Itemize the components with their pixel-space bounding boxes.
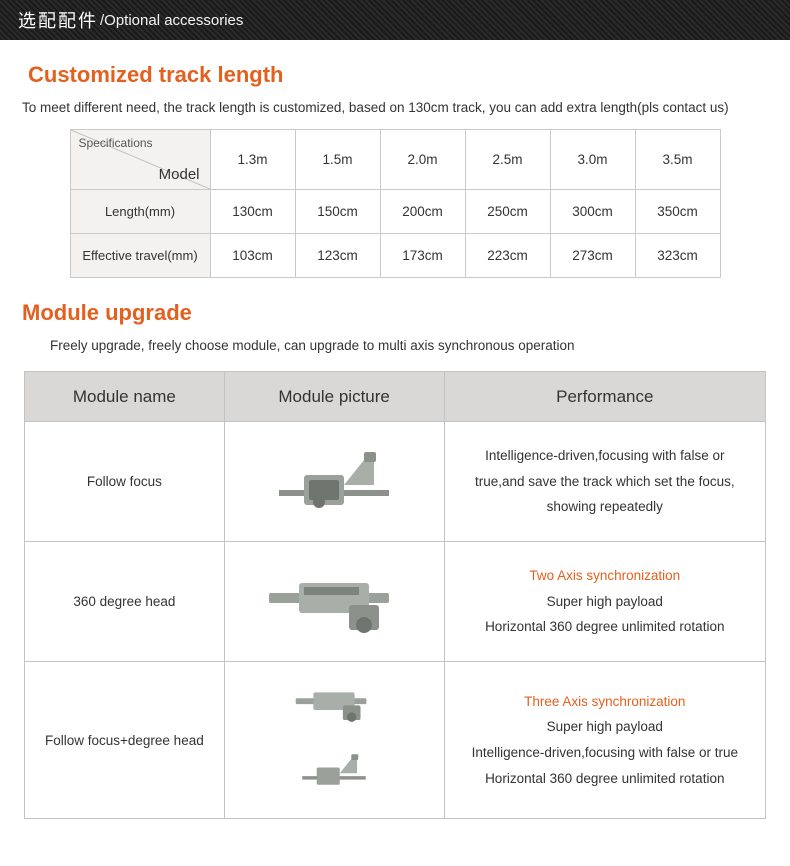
degree-head-icon [264, 565, 404, 638]
track-length-title: Customized track length [28, 62, 790, 88]
module-picture [224, 542, 444, 662]
module-upgrade-intro: Freely upgrade, freely choose module, ca… [50, 338, 790, 353]
spec-label: Specifications [79, 136, 153, 150]
follow-focus-icon [297, 744, 372, 799]
spec-header-diagonal: Specifications Model [70, 130, 210, 190]
spec-cell: 173cm [380, 234, 465, 278]
module-performance: Two Axis synchronization Super high payl… [444, 542, 765, 662]
module-performance: Intelligence-driven,focusing with false … [444, 422, 765, 542]
spec-col-4: 3.0m [550, 130, 635, 190]
degree-head-icon [293, 680, 376, 727]
spec-col-1: 1.5m [295, 130, 380, 190]
module-name: Follow focus [25, 422, 225, 542]
spec-table: Specifications Model 1.3m 1.5m 2.0m 2.5m… [70, 129, 721, 278]
spec-cell: 200cm [380, 190, 465, 234]
module-header-1: Module picture [224, 372, 444, 422]
spec-row-1-hdr: Effective travel(mm) [70, 234, 210, 278]
banner-chinese: 选配配件 [18, 7, 98, 33]
module-picture [224, 662, 444, 819]
module-name: Follow focus+degree head [25, 662, 225, 819]
spec-row-0-hdr: Length(mm) [70, 190, 210, 234]
spec-cell: 350cm [635, 190, 720, 234]
module-header-0: Module name [25, 372, 225, 422]
module-row: Follow focus Intelligence-driven,focusin… [25, 422, 766, 542]
spec-col-0: 1.3m [210, 130, 295, 190]
banner-english: /Optional accessories [100, 12, 243, 29]
spec-cell: 273cm [550, 234, 635, 278]
spec-col-5: 3.5m [635, 130, 720, 190]
module-row: Follow focus+degree head Th [25, 662, 766, 819]
spec-col-3: 2.5m [465, 130, 550, 190]
spec-cell: 103cm [210, 234, 295, 278]
spec-cell: 223cm [465, 234, 550, 278]
spec-cell: 250cm [465, 190, 550, 234]
module-row: 360 degree head Two Axis synchronization… [25, 542, 766, 662]
track-length-intro: To meet different need, the track length… [22, 100, 790, 115]
module-table: Module name Module picture Performance F… [24, 371, 766, 819]
module-upgrade-title: Module upgrade [22, 300, 790, 326]
module-header-2: Performance [444, 372, 765, 422]
follow-focus-icon [269, 440, 399, 523]
spec-col-2: 2.0m [380, 130, 465, 190]
model-label: Model [159, 166, 200, 183]
module-name: 360 degree head [25, 542, 225, 662]
spec-cell: 300cm [550, 190, 635, 234]
spec-cell: 150cm [295, 190, 380, 234]
module-picture [224, 422, 444, 542]
spec-cell: 323cm [635, 234, 720, 278]
spec-cell: 123cm [295, 234, 380, 278]
spec-cell: 130cm [210, 190, 295, 234]
section-banner: 选配配件 /Optional accessories [0, 0, 790, 40]
module-performance: Three Axis synchronization Super high pa… [444, 662, 765, 819]
